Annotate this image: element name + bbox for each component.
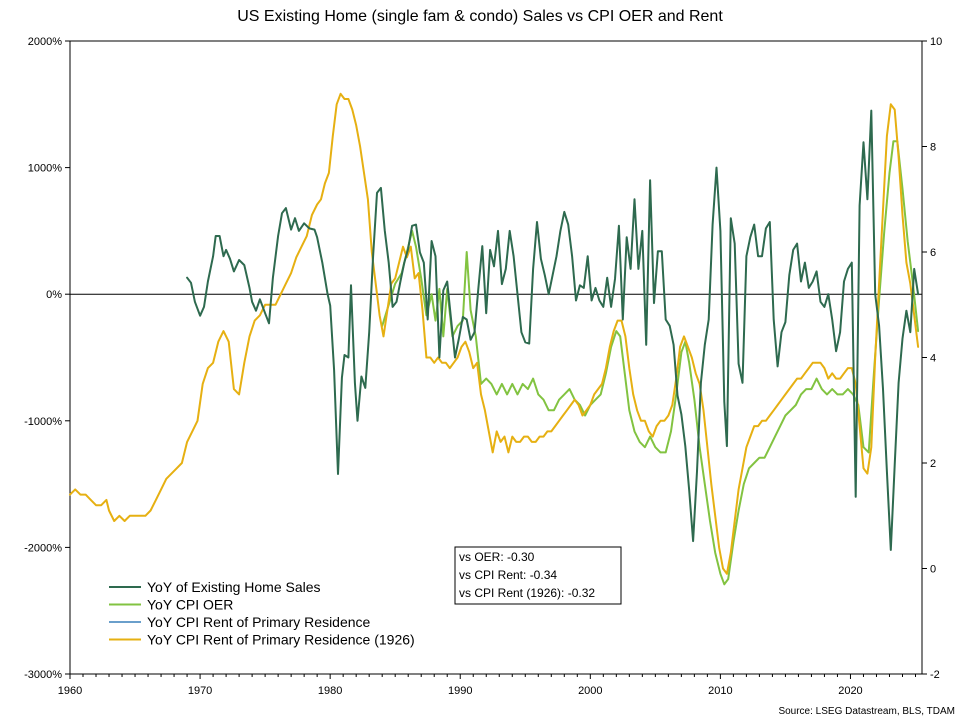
- correlation-rent-1926: vs CPI Rent (1926): -0.32: [459, 586, 595, 600]
- correlation-oer: vs OER: -0.30: [459, 550, 535, 564]
- right-tick-label: 6: [930, 247, 936, 259]
- x-tick-label: 2020: [838, 685, 862, 697]
- source-note: Source: LSEG Datastream, BLS, TDAM: [778, 706, 955, 717]
- right-tick-label: 8: [930, 142, 936, 154]
- right-tick-label: 10: [930, 36, 942, 48]
- left-tick-label: -1000%: [24, 416, 62, 428]
- correlation-box: vs OER: -0.30 vs CPI Rent: -0.34 vs CPI …: [454, 546, 622, 605]
- series-line-1: [381, 140, 920, 586]
- left-tick-label: 2000%: [28, 36, 62, 48]
- right-tick-label: 0: [930, 564, 936, 576]
- series-line-0: [186, 109, 920, 551]
- x-tick-label: 1980: [318, 685, 342, 697]
- right-tick-label: -2: [930, 669, 940, 681]
- series-line-3: [69, 92, 920, 575]
- correlation-rent: vs CPI Rent: -0.34: [459, 568, 557, 582]
- left-tick-label: 0%: [46, 289, 62, 301]
- legend-label: YoY CPI Rent of Primary Residence (1926): [147, 632, 415, 648]
- left-tick-label: 1000%: [28, 163, 62, 175]
- right-tick-label: 2: [930, 458, 936, 470]
- series-lines: [69, 92, 920, 586]
- x-tick-label: 2000: [578, 685, 602, 697]
- legend-label: YoY CPI OER: [147, 597, 233, 613]
- left-tick-label: -2000%: [24, 542, 62, 554]
- x-tick-label: 2010: [708, 685, 732, 697]
- legend-label: YoY of Existing Home Sales: [147, 579, 321, 595]
- x-tick-label: 1990: [448, 685, 472, 697]
- chart-title: US Existing Home (single fam & condo) Sa…: [237, 8, 723, 25]
- right-tick-label: 4: [930, 353, 936, 365]
- right-axis: 10 8 6 4 2 0 -2: [922, 36, 942, 681]
- left-axis: 2000% 1000% 0% -1000% -2000% -3000%: [24, 36, 70, 681]
- legend-label: YoY CPI Rent of Primary Residence: [147, 614, 371, 630]
- x-tick-label: 1960: [58, 685, 82, 697]
- x-tick-label: 1970: [188, 685, 212, 697]
- x-axis: 1960 1970 1980 1990 2000 2010 2020: [58, 674, 916, 697]
- correlation-box-frame: [454, 546, 622, 605]
- left-tick-label: -3000%: [24, 669, 62, 681]
